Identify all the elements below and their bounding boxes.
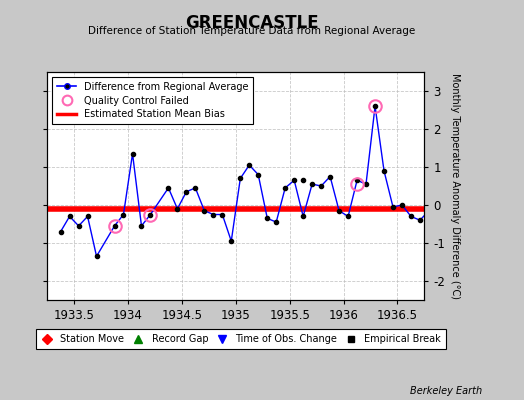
Text: Berkeley Earth: Berkeley Earth (410, 386, 482, 396)
Y-axis label: Monthly Temperature Anomaly Difference (°C): Monthly Temperature Anomaly Difference (… (450, 73, 460, 299)
Text: GREENCASTLE: GREENCASTLE (184, 14, 319, 32)
Legend: Station Move, Record Gap, Time of Obs. Change, Empirical Break: Station Move, Record Gap, Time of Obs. C… (36, 330, 446, 349)
Text: Difference of Station Temperature Data from Regional Average: Difference of Station Temperature Data f… (88, 26, 415, 36)
Legend: Difference from Regional Average, Quality Control Failed, Estimated Station Mean: Difference from Regional Average, Qualit… (52, 77, 254, 124)
